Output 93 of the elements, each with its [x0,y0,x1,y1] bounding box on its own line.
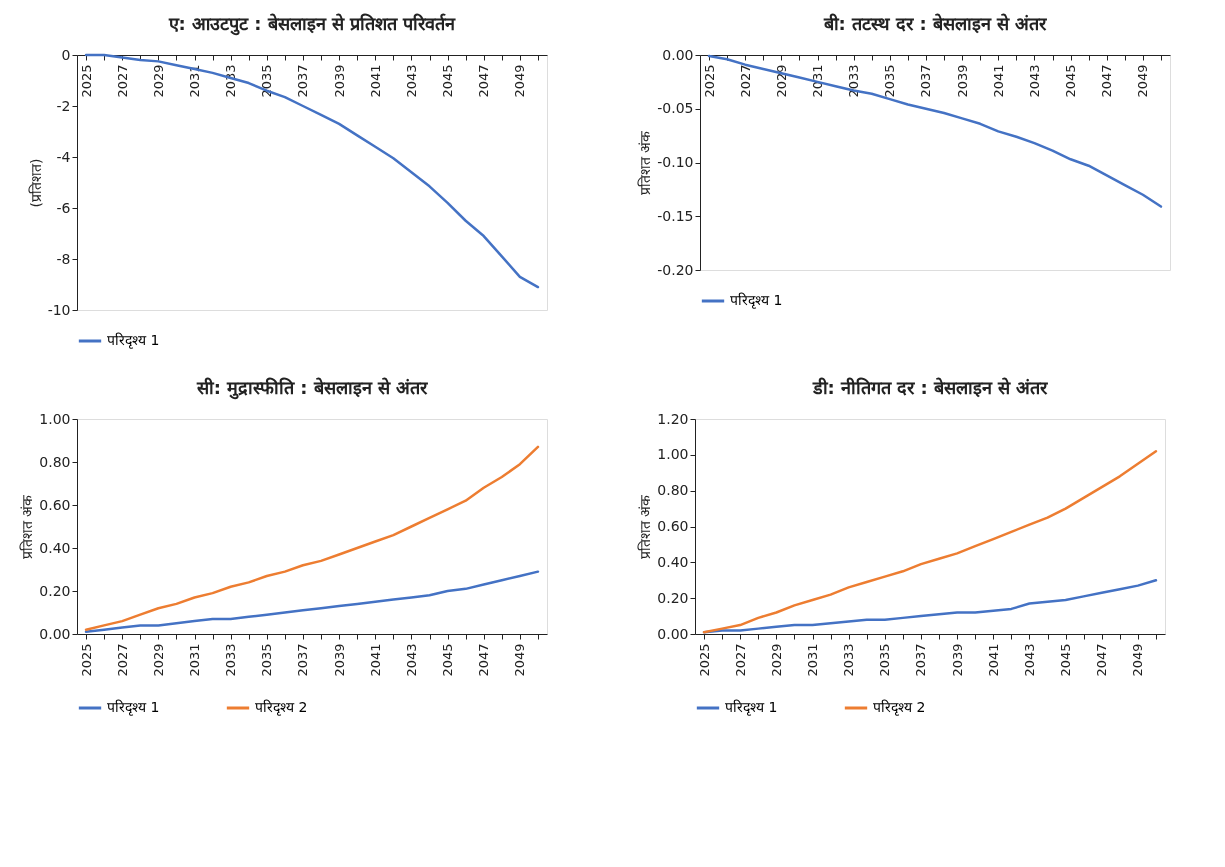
line-series [84,53,540,289]
y-tick-label: 0.00 [657,625,689,642]
x-tick-label: 2043 [1026,64,1042,98]
x-tick-label: 2025 [701,64,717,98]
x-tick-label: 2041 [985,643,1001,677]
x-tick-label: 2035 [882,64,898,98]
x-tick-label: 2049 [512,643,528,677]
x-tick-label: 2037 [295,64,311,98]
x-tick-label: 2047 [476,643,492,677]
legend-label: परिदृश्य 2 [873,699,926,716]
legend-label: परिदृश्य 1 [107,699,160,716]
x-tick-label: 2027 [737,64,753,98]
y-tick-label: -0.10 [657,154,694,170]
y-tick-label: -0.15 [657,207,694,224]
y-tick-label: 0.00 [662,46,694,63]
y-tick-label: 0.00 [39,625,71,642]
x-tick-label: 2041 [990,64,1006,98]
y-tick-label: -0.05 [657,100,694,117]
y-tick-label: -2 [56,97,71,114]
x-tick-label: 2025 [78,643,94,677]
legend-label: परिदृश्य 1 [730,292,783,309]
x-tick-label: 2045 [1058,643,1074,677]
legend-label: परिदृश्य 1 [725,699,778,716]
y-axis-title: प्रतिशत अंक [637,494,654,560]
x-tick-label: 2029 [150,64,166,98]
x-tick-label: 2035 [877,643,893,677]
y-tick-label: 1.00 [657,446,689,463]
x-tick-label: 2029 [773,64,789,98]
y-tick-label: 0.80 [657,482,689,499]
y-tick-label: -6 [56,199,71,216]
line-series [84,445,540,631]
y-axis-title: प्रतिशत अंक [637,130,654,196]
line-series [707,54,1163,208]
x-tick-label: 2041 [367,64,383,98]
x-tick-label: 2029 [150,643,166,677]
x-tick-label: 2037 [918,64,934,98]
x-tick-label: 2043 [1021,643,1037,677]
line-series [702,450,1158,634]
y-tick-label: 0.40 [39,539,71,556]
x-tick-label: 2027 [732,643,748,677]
line-series [84,570,540,634]
x-tick-label: 2039 [954,64,970,98]
x-tick-label: 2049 [1130,643,1146,677]
x-tick-label: 2037 [913,643,929,677]
x-tick-label: 2049 [512,64,528,98]
y-tick-label: 0 [61,46,71,63]
y-tick-label: 0.20 [39,582,71,599]
legend-label: परिदृश्य 2 [255,699,308,716]
x-tick-label: 2039 [331,643,347,677]
x-tick-label: 2033 [841,643,857,677]
x-tick-label: 2039 [331,64,347,98]
chart-title: सी: मुद्रास्फीति : बेसलाइन से अंतर [195,377,429,400]
x-tick-label: 2025 [78,64,94,98]
y-tick-label: 0.80 [39,453,71,470]
y-tick-label: 1.20 [657,410,689,427]
x-tick-label: 2047 [476,64,492,98]
y-tick-label: -0.20 [657,261,694,278]
y-tick-label: -10 [47,301,71,318]
x-tick-label: 2035 [259,643,275,677]
x-tick-label: 2033 [223,643,239,677]
x-tick-label: 2047 [1094,643,1110,677]
x-tick-label: 2037 [295,643,311,677]
x-tick-label: 2027 [114,643,130,677]
chart-title: बी: तटस्थ दर : बेसलाइन से अंतर [822,13,1048,34]
y-tick-label: 0.60 [657,518,689,534]
y-axis-title: प्रतिशत अंक [19,494,36,560]
x-tick-label: 2043 [403,643,419,677]
y-tick-label: 0.20 [657,589,689,606]
x-tick-label: 2045 [440,64,456,98]
x-tick-label: 2039 [949,643,965,677]
x-tick-label: 2031 [805,643,820,677]
x-tick-label: 2031 [187,643,202,677]
x-tick-label: 2045 [440,643,456,677]
x-tick-label: 2045 [1063,64,1079,98]
y-tick-label: -8 [56,250,71,267]
x-tick-label: 2049 [1135,64,1151,98]
x-tick-label: 2033 [846,64,862,98]
y-tick-label: 1.00 [39,410,71,427]
x-tick-label: 2027 [114,64,130,98]
chart-title: डी: नीतिगत दर : बेसलाइन से अंतर [811,377,1049,398]
y-tick-label: 0.60 [39,496,71,513]
x-tick-label: 2043 [403,64,419,98]
y-axis-title: (प्रतिशत) [27,158,44,208]
x-tick-label: 2041 [367,643,383,677]
x-tick-label: 2035 [259,64,275,98]
y-tick-label: 0.40 [657,553,689,570]
x-tick-label: 2031 [810,64,825,98]
y-tick-label: -4 [56,148,71,165]
x-tick-label: 2029 [768,643,784,677]
chart-title: ए: आउटपुट : बेसलाइन से प्रतिशत परिवर्तन [167,13,457,36]
x-tick-label: 2025 [696,643,712,677]
legend-label: परिदृश्य 1 [107,332,160,349]
x-tick-label: 2047 [1099,64,1115,98]
